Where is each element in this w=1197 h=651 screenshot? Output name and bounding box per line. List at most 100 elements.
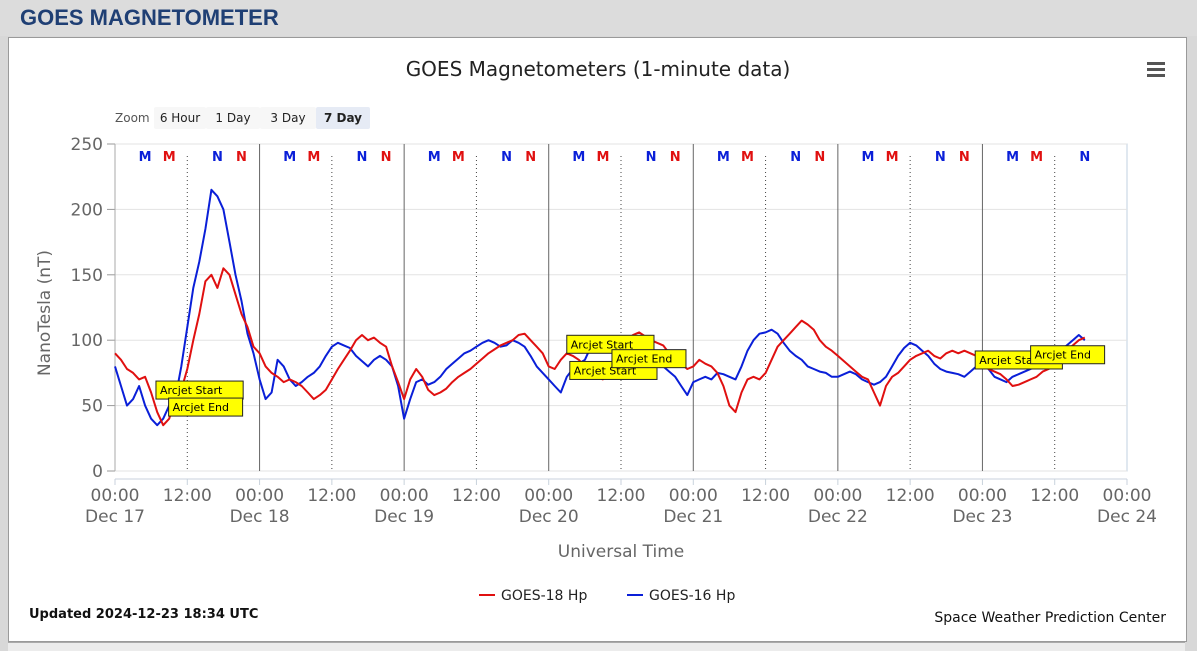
zoom-button-label: 6 Hour [160, 111, 200, 125]
top-marker: N [212, 150, 223, 165]
annotation-box [1030, 345, 1106, 365]
top-marker: N [814, 150, 825, 165]
chart-menu-icon[interactable] [1147, 62, 1165, 77]
y-tick-label: 0 [92, 462, 103, 482]
x-axis-title: Universal Time [558, 542, 684, 562]
annotation-box [168, 397, 244, 417]
top-marker: M [572, 150, 585, 165]
top-marker: M [1006, 150, 1019, 165]
updated-timestamp: Updated 2024-12-23 18:34 UTC [29, 607, 258, 622]
annotation-box [566, 334, 655, 354]
x-tick-time-label: 00:00 [380, 486, 429, 506]
zoom-button-label: 7 Day [324, 111, 362, 125]
x-tick-date-label: Dec 17 [85, 507, 145, 527]
x-tick-time-label: 12:00 [1030, 486, 1079, 506]
x-tick-time-label: 12:00 [886, 486, 935, 506]
top-marker: N [381, 150, 392, 165]
top-marker: M [886, 150, 899, 165]
zoom-1-day-button[interactable]: 1 Day [206, 107, 260, 129]
x-tick-time-label: 00:00 [235, 486, 284, 506]
zoom-3-day-button[interactable]: 3 Day [260, 107, 316, 129]
top-marker: M [1030, 150, 1043, 165]
x-tick-date-label: Dec 18 [230, 507, 290, 527]
top-marker: M [596, 150, 609, 165]
legend-item-goes-16-hp[interactable]: GOES-16 Hp [627, 588, 735, 604]
top-marker: N [670, 150, 681, 165]
top-marker: N [646, 150, 657, 165]
page-title: GOES MAGNETOMETER [20, 5, 279, 30]
x-tick-time-label: 00:00 [669, 486, 718, 506]
top-marker: M [307, 150, 320, 165]
top-marker: N [935, 150, 946, 165]
magnetometer-chart: GOES Magnetometers (1-minute data) Zoom … [29, 57, 1166, 626]
y-axis-title: NanoTesla (nT) [35, 250, 55, 376]
x-tick-time-label: 12:00 [163, 486, 212, 506]
grid [114, 143, 1128, 472]
top-marker: M [163, 150, 176, 165]
x-tick-date-label: Dec 22 [808, 507, 868, 527]
legend-label: GOES-18 Hp [501, 588, 587, 604]
legend: GOES-18 Hp GOES-16 Hp [479, 588, 735, 604]
zoom-label: Zoom [115, 111, 150, 125]
annotation-box [611, 349, 687, 369]
top-marker: M [717, 150, 730, 165]
legend-item-goes-18-hp[interactable]: GOES-18 Hp [479, 588, 587, 604]
y-axis: 0 50 100 150 200 250 [71, 135, 116, 482]
plot-area [114, 143, 1128, 472]
annotation-label: Arcjet End [173, 401, 229, 414]
y-tick-label: 50 [81, 397, 103, 417]
annotation-label: Arcjet End [1035, 349, 1091, 362]
x-tick-time-label: 12:00 [597, 486, 646, 506]
zoom-buttons: 6 Hour 1 Day 3 Day 7 Day [154, 107, 370, 129]
x-tick-time-label: 00:00 [91, 486, 140, 506]
zoom-6-hour-button[interactable]: 6 Hour [154, 107, 206, 129]
top-marker: N [357, 150, 368, 165]
top-marker: N [525, 150, 536, 165]
y-tick-label: 200 [71, 200, 103, 220]
top-marker: M [428, 150, 441, 165]
y-tick-label: 100 [71, 331, 103, 351]
top-marker: M [283, 150, 296, 165]
x-tick-date-label: Dec 20 [519, 507, 579, 527]
x-tick-time-label: 00:00 [1103, 486, 1152, 506]
top-marker: N [790, 150, 801, 165]
top-marker: N [501, 150, 512, 165]
y-tick-label: 150 [71, 266, 103, 286]
chart-panel: GOES Magnetometers (1-minute data) Zoom … [8, 37, 1187, 642]
x-tick-time-label: 12:00 [307, 486, 356, 506]
x-tick-date-label: Dec 21 [663, 507, 723, 527]
arcjet-annotation: Arcjet End [611, 349, 687, 369]
x-tick-time-label: 00:00 [524, 486, 573, 506]
x-tick-date-label: Dec 24 [1097, 507, 1157, 527]
x-tick-date-label: Dec 23 [952, 507, 1012, 527]
annotation-label: Arcjet Start [979, 354, 1042, 367]
arcjet-annotation: Arcjet Start [155, 380, 244, 400]
legend-label: GOES-16 Hp [649, 588, 735, 604]
page-header: GOES MAGNETOMETER [0, 0, 1197, 36]
x-tick-time-label: 00:00 [813, 486, 862, 506]
annotation-label: Arcjet Start [571, 338, 634, 351]
chart-title: GOES Magnetometers (1-minute data) [406, 57, 791, 81]
top-marker: N [1079, 150, 1090, 165]
y-tick-label: 250 [71, 135, 103, 155]
bottom-strip [8, 642, 1185, 651]
top-marker: N [236, 150, 247, 165]
zoom-button-label: 3 Day [270, 111, 305, 125]
annotation-label: Arcjet Start [160, 384, 223, 397]
top-marker: M [741, 150, 754, 165]
zoom-7-day-button[interactable]: 7 Day [316, 107, 370, 129]
x-tick-time-label: 12:00 [741, 486, 790, 506]
top-marker: M [452, 150, 465, 165]
x-tick-date-label: Dec 19 [374, 507, 434, 527]
credit-text: Space Weather Prediction Center [934, 610, 1166, 626]
arcjet-annotation: Arcjet End [1030, 345, 1106, 365]
x-tick-time-label: 00:00 [958, 486, 1007, 506]
top-marker: N [959, 150, 970, 165]
day-lines [186, 144, 1056, 471]
zoom-button-label: 1 Day [215, 111, 250, 125]
top-marker: M [139, 150, 152, 165]
arcjet-annotation: Arcjet Start [566, 334, 655, 354]
